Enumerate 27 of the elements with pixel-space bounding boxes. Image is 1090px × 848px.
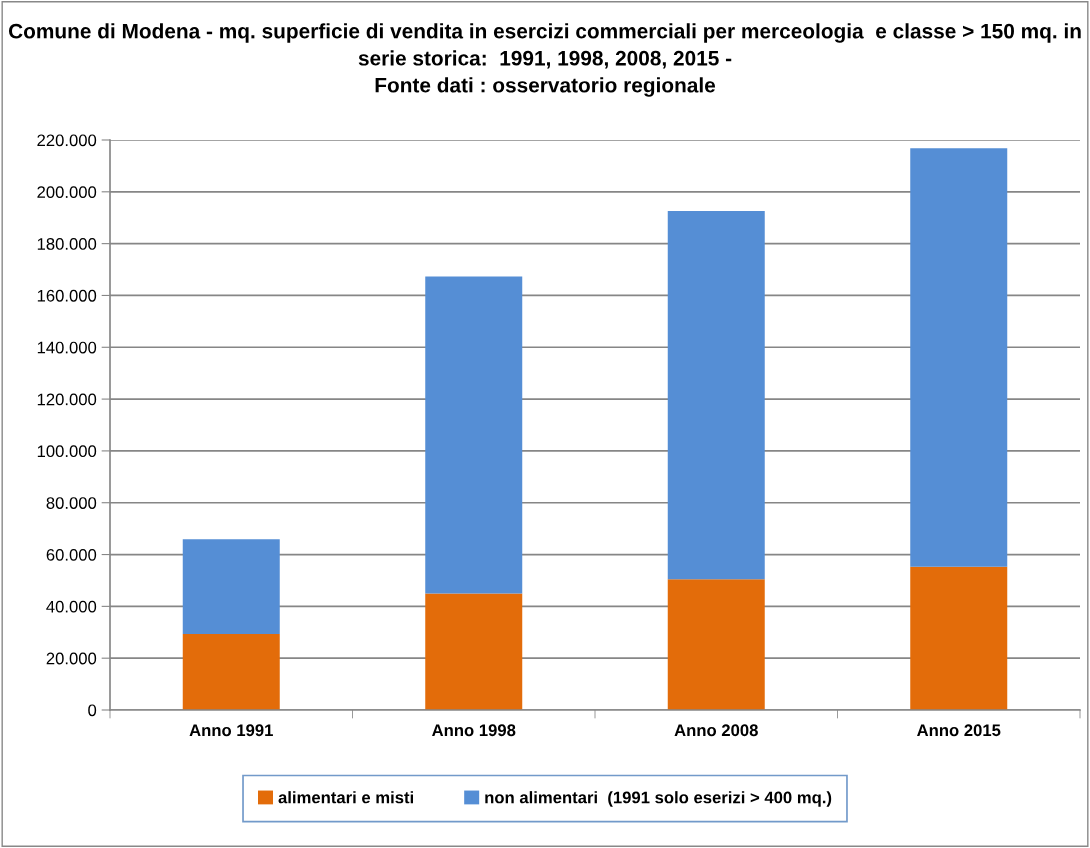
y-tick-label: 60.000 [46,548,97,561]
bar [425,593,523,710]
x-tick-label: Anno 1991 [189,724,273,737]
y-tick-label: 100.000 [37,445,97,458]
y-tick-label: 20.000 [46,652,97,665]
y-tick-label: 140.000 [37,341,97,354]
chart-title: Comune di Modena - mq. superficie di vendita in esercizi commerciali per merceologia e classe > 150 mq. in serie storica: 1991, 1998, 2008, 2015 - Fonte dati : osservatorio regionale [8,23,1081,97]
x-tick-label: Anno 2008 [674,724,758,737]
bar [910,566,1008,710]
y-tick-label: 40.000 [46,600,97,613]
y-tick-label: 80.000 [46,497,97,509]
bar [667,210,765,580]
y-tick-label: 200.000 [37,186,97,199]
y-tick-label: 0 [88,704,97,717]
x-tick-label: Anno 1998 [432,724,516,737]
bar [182,539,280,635]
bar [910,148,1008,567]
y-tick-label: 120.000 [37,393,97,406]
y-tick-label: 180.000 [37,238,97,250]
bar [667,579,765,710]
y-tick-label: 220.000 [37,134,97,147]
bar [425,276,523,594]
bar [182,634,280,710]
legend-label: alimentari e misti [278,791,414,804]
y-tick-label: 160.000 [37,289,97,302]
x-tick-label: Anno 2015 [917,724,1001,737]
legend-label: non alimentari (1991 solo eserizi > 400 mq.) [485,791,832,807]
